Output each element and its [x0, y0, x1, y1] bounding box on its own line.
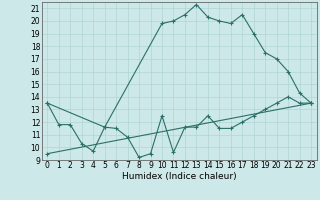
X-axis label: Humidex (Indice chaleur): Humidex (Indice chaleur): [122, 172, 236, 181]
